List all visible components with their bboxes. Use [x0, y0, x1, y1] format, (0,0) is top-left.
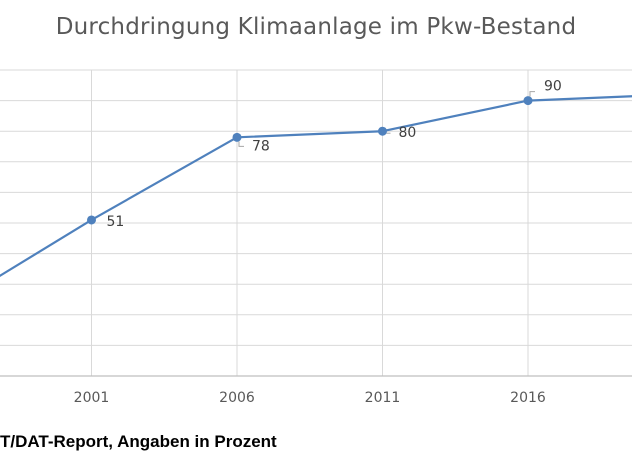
- data-labels: 51 78 80 90: [107, 79, 562, 230]
- data-label: 80: [399, 125, 417, 141]
- data-point: [378, 126, 387, 136]
- label-leader: [529, 91, 535, 97]
- data-label: 78: [252, 138, 270, 154]
- series-polyline: [0, 95, 632, 278]
- x-tick-label: 2006: [219, 390, 255, 406]
- x-tick-label: 2001: [74, 390, 110, 406]
- data-point: [232, 132, 242, 142]
- label-leader: [238, 141, 244, 147]
- gridlines: [0, 69, 632, 376]
- x-tick-label: 2011: [365, 390, 401, 406]
- x-axis: 2001 2006 2011 2016: [0, 375, 632, 406]
- chart-title: Durchdringung Klimaanlage im Pkw-Bestand: [55, 14, 577, 40]
- data-label: 90: [544, 79, 562, 95]
- data-point: [87, 215, 96, 225]
- source-note: T/DAT-Report, Angaben in Prozent: [0, 432, 277, 451]
- series-line: [0, 95, 632, 278]
- data-label: 51: [107, 214, 125, 230]
- x-tick-label: 2016: [510, 390, 546, 406]
- data-point: [523, 96, 533, 106]
